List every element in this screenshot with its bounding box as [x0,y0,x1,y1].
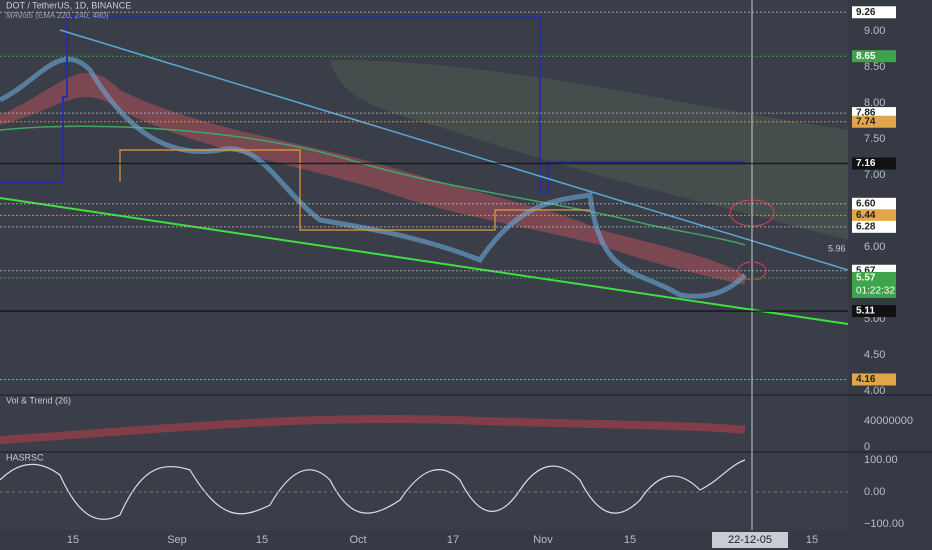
volume-tick: 40000000 [864,415,913,427]
price-badge-label: 7.86 [856,108,876,119]
price-badge [852,305,896,318]
step-line [0,16,745,193]
cursor-date-bg [712,532,788,548]
indicator-title: MAVol5 (EMA 220, 240, 480) [6,11,109,20]
price-badge [852,209,896,222]
volume-tick: 0 [864,441,870,453]
oscillator-tick: 100.00 [864,454,898,466]
price-badge-label: 4.16 [856,374,876,385]
step-line-orange [119,149,590,231]
price-tick: 6.00 [864,241,885,253]
trendline [59,29,849,271]
time-label: Sep [167,534,187,546]
symbol-title: DOT / TetherUS, 1D, BINANCE [6,0,131,10]
price-badge [852,373,896,386]
price-badge-label: 5.57 [856,273,876,284]
time-axis-bg [0,530,932,550]
price-badge [852,220,896,233]
price-badge-label: 5.11 [856,306,875,317]
time-label: 15 [806,534,818,546]
price-badge [852,197,896,210]
time-label: 15 [624,534,636,546]
price-tick: 8.50 [864,61,885,73]
oscillator-tick: 0.00 [864,486,885,498]
trendline [0,197,849,325]
dynamic: 9.008.508.007.507.006.506.005.505.004.50… [0,6,913,548]
time-label: 17 [447,534,459,546]
countdown: 01:22:32 [856,286,895,297]
time-label: Nov [533,534,553,546]
time-label: Oct [349,534,366,546]
price-tick: 7.00 [864,169,885,181]
ema-line [0,125,746,246]
price-tick: 8.00 [864,97,885,109]
price-badge-label: 6.44 [856,210,876,221]
time-label: 15 [256,534,268,546]
oscillator-tick: −100.00 [864,518,904,530]
cursor-date: 22-12-05 [728,534,772,546]
price-badge-label: 6.28 [856,221,876,232]
cloud [330,60,848,240]
highlight-circle [729,199,775,227]
price-badge [852,115,896,128]
price-badge-label: 6.60 [856,198,876,209]
time-label: 15 [67,534,79,546]
line-label: 5.96 [828,243,846,253]
price-tick: 7.50 [864,133,885,145]
volume-title: Vol & Trend (26) [6,395,71,405]
price-tick: 9.00 [864,25,885,37]
price-badge-label: 7.16 [856,158,876,169]
ema-ribbon [0,73,745,285]
price-badge [852,157,896,170]
volume-trend [0,415,746,444]
price-badge [852,50,896,63]
price-ma [0,56,747,299]
price-badge [852,271,896,298]
price-tick: 4.00 [864,385,885,397]
price-badge-label: 9.26 [856,7,876,18]
price-badge-label: 7.74 [856,116,876,127]
price-tick: 4.50 [864,349,885,361]
oscillator [0,459,746,520]
price-badge-label: 5.67 [856,265,876,276]
price-badge [852,6,896,19]
oscillator-title: HASRSC [6,452,44,462]
price-badge-label: 8.65 [856,51,876,62]
